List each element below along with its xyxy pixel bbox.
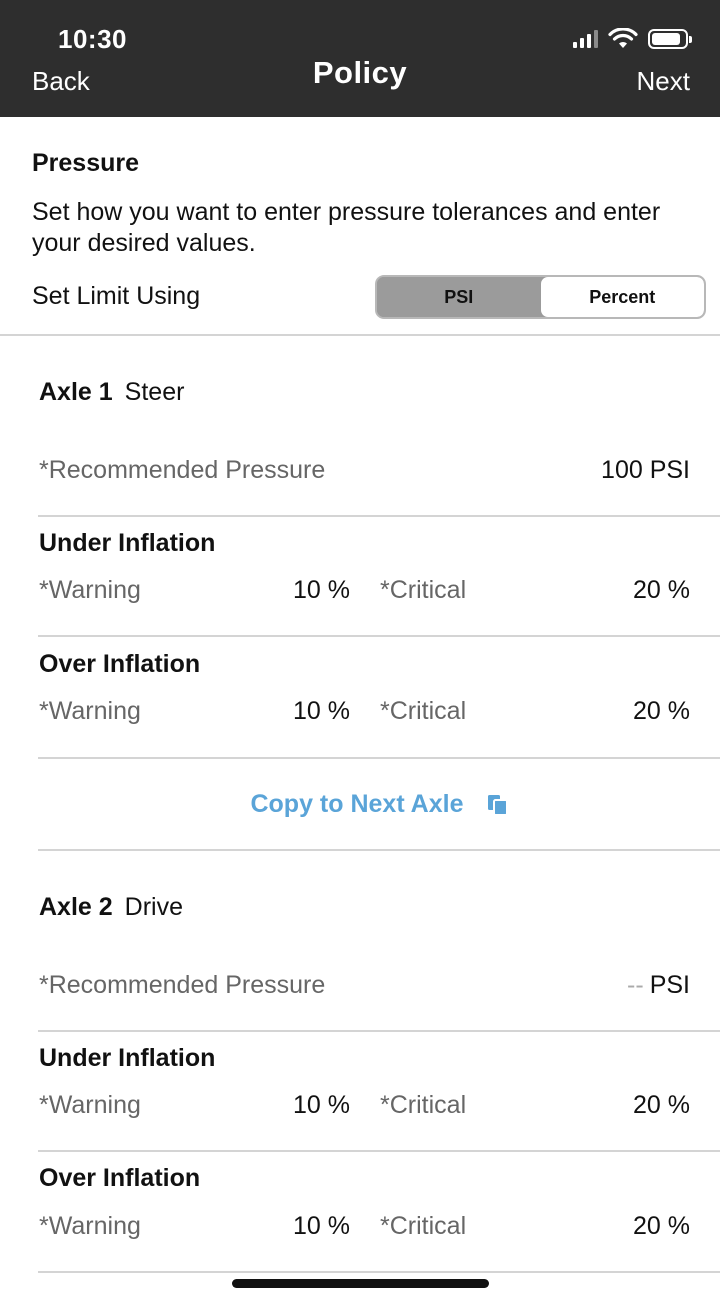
copy-button-label: Copy to Next Axle — [250, 790, 464, 818]
under-critical-label: *Critical — [380, 1091, 467, 1119]
divider — [38, 1150, 720, 1152]
recommended-pressure-label: *Recommended Pressure — [39, 971, 326, 999]
page-title: Policy — [312, 55, 408, 90]
axle-type: Steer — [124, 378, 185, 406]
next-button[interactable]: Next — [636, 66, 690, 96]
under-inflation-title: Under Inflation — [39, 529, 216, 557]
home-indicator[interactable] — [232, 1279, 489, 1288]
over-critical-label: *Critical — [380, 1212, 467, 1240]
axle-type: Drive — [124, 893, 184, 921]
pressure-title: Pressure — [32, 149, 140, 177]
under-critical-input[interactable]: 20 % — [633, 576, 690, 604]
under-warning-input[interactable]: 10 % — [293, 1091, 350, 1119]
value-text: PSI — [649, 971, 690, 999]
over-inflation-title: Over Inflation — [39, 1164, 201, 1192]
over-critical-input[interactable]: 20 % — [633, 1212, 690, 1240]
battery-icon — [648, 29, 692, 49]
segment-psi[interactable]: PSI — [377, 277, 541, 317]
status-time: 10:30 — [58, 24, 127, 54]
divider — [38, 635, 720, 637]
over-critical-label: *Critical — [380, 697, 467, 725]
recommended-pressure-input[interactable]: 100 PSI — [595, 456, 690, 485]
under-inflation-title: Under Inflation — [39, 1044, 216, 1072]
status-icons — [573, 28, 692, 50]
axle-number: Axle 1 — [39, 378, 113, 406]
navigation-bar: 10:30 Back Policy Next — [0, 0, 720, 117]
divider — [38, 757, 720, 759]
limit-unit-segmented-control: PSI Percent — [375, 275, 706, 319]
divider — [38, 515, 720, 517]
over-warning-label: *Warning — [39, 697, 141, 725]
over-warning-input[interactable]: 10 % — [293, 1212, 350, 1240]
wifi-icon — [608, 28, 638, 48]
under-critical-input[interactable]: 20 % — [633, 1091, 690, 1119]
divider — [38, 1030, 720, 1032]
recommended-pressure-input[interactable]: -- PSI — [627, 971, 690, 1000]
axle-2-header: Axle 2 Drive — [39, 893, 183, 922]
recommended-pressure-label: *Recommended Pressure — [39, 456, 326, 484]
divider — [0, 334, 720, 336]
pressure-description: Set how you want to enter pressure toler… — [32, 198, 661, 257]
copy-icon — [487, 794, 508, 816]
segment-percent[interactable]: Percent — [540, 277, 704, 317]
under-warning-label: *Warning — [39, 1091, 141, 1119]
over-warning-label: *Warning — [39, 1212, 141, 1240]
back-button[interactable]: Back — [32, 66, 90, 96]
value-placeholder: -- — [627, 971, 644, 999]
under-critical-label: *Critical — [380, 576, 467, 604]
over-warning-input[interactable]: 10 % — [293, 697, 350, 725]
axle-1-header: Axle 1 Steer — [39, 378, 184, 407]
value-text: 100 PSI — [601, 456, 690, 484]
cellular-signal-icon — [573, 30, 598, 48]
under-warning-label: *Warning — [39, 576, 141, 604]
under-warning-input[interactable]: 10 % — [293, 576, 350, 604]
copy-to-next-axle-button[interactable]: Copy to Next Axle — [0, 790, 720, 819]
axle-number: Axle 2 — [39, 893, 113, 921]
divider — [38, 1271, 720, 1273]
set-limit-label: Set Limit Using — [32, 282, 201, 310]
over-inflation-title: Over Inflation — [39, 650, 201, 678]
over-critical-input[interactable]: 20 % — [633, 697, 690, 725]
divider — [38, 849, 720, 851]
